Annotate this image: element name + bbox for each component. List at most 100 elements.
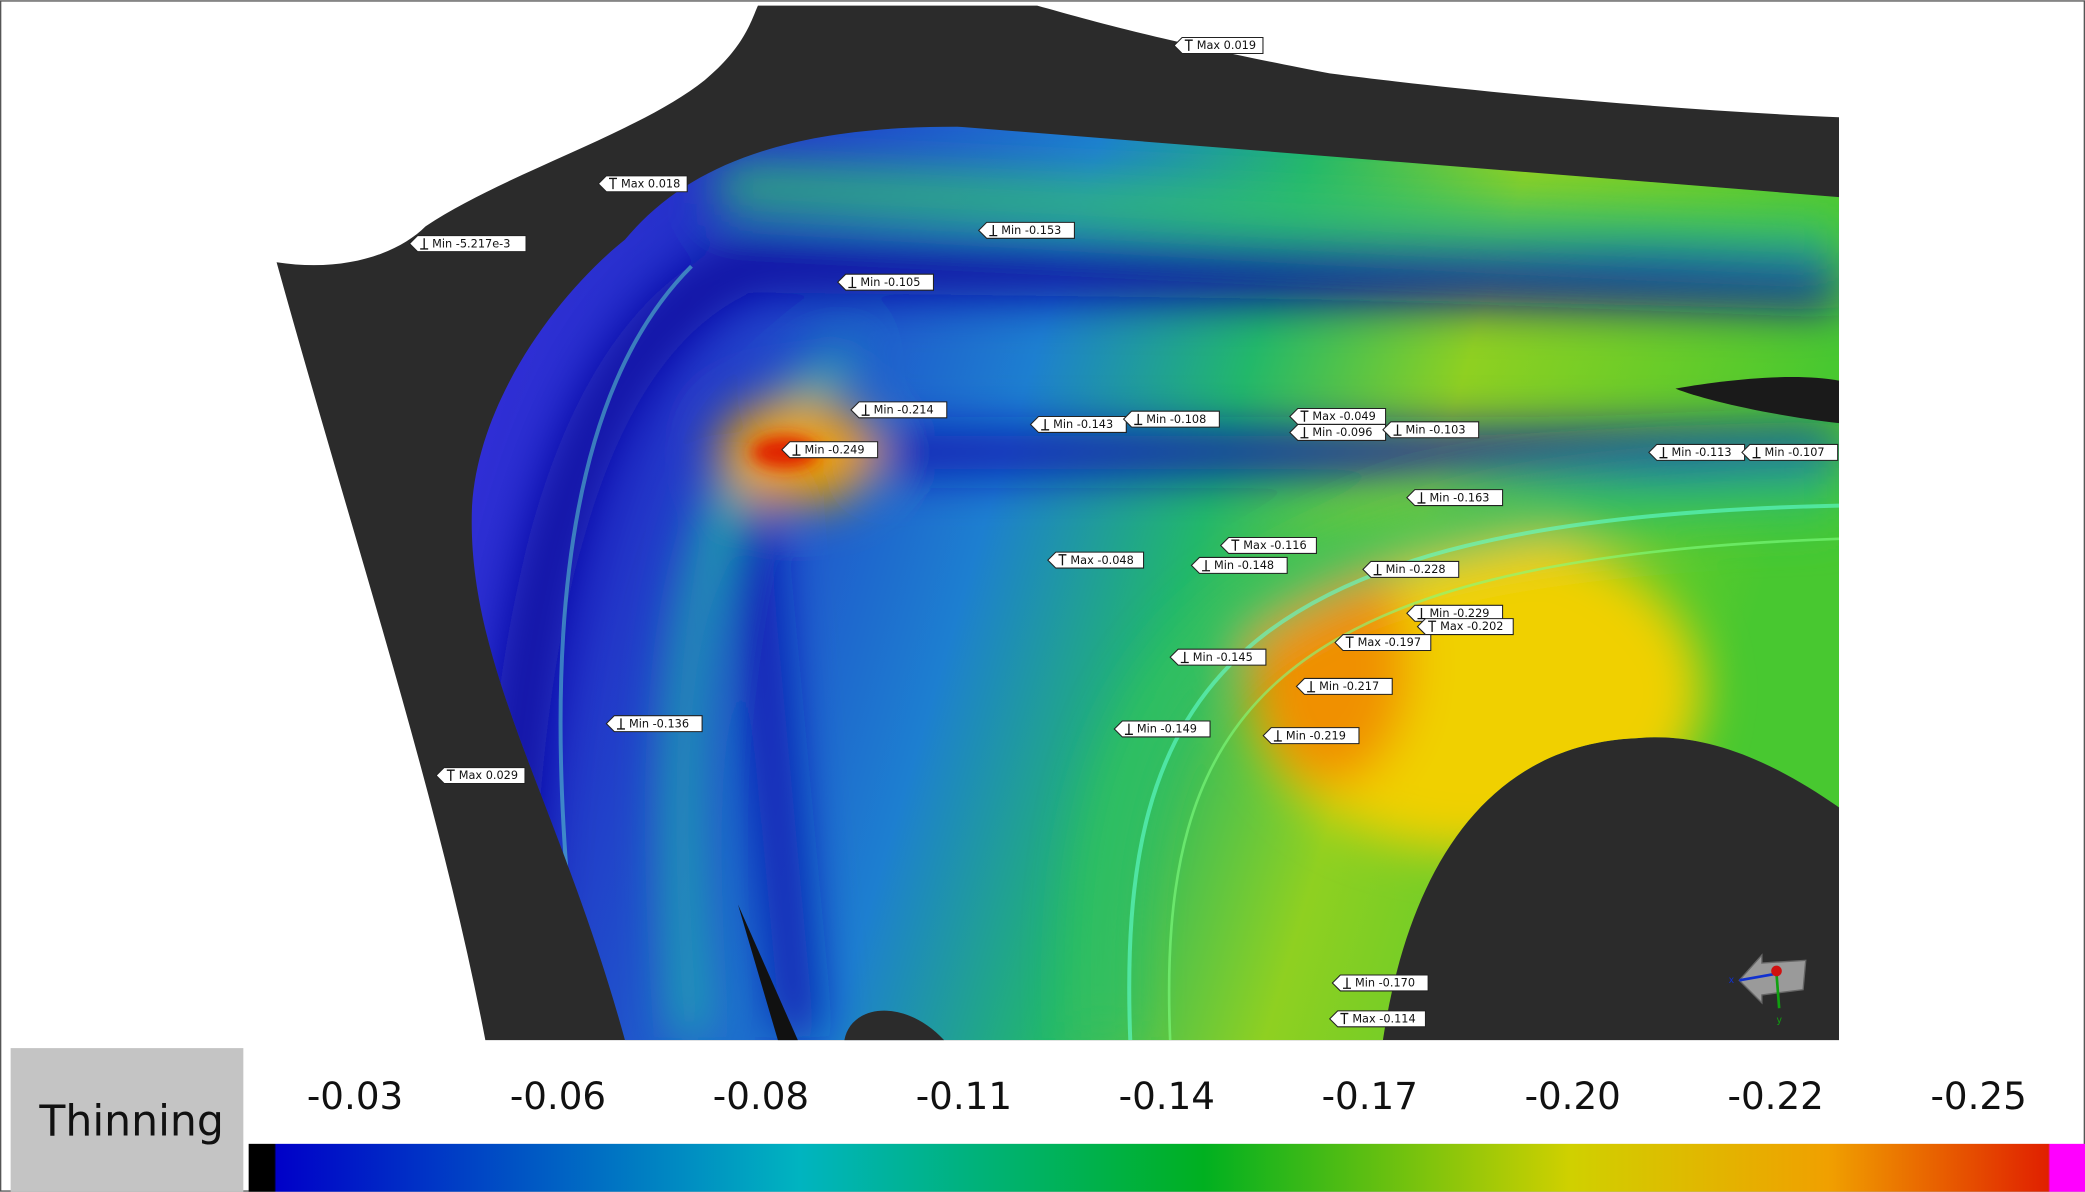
probe-tag bbox=[1406, 489, 1504, 507]
probe-tag bbox=[1219, 536, 1317, 554]
axis-triad: x y bbox=[1729, 953, 1807, 1026]
probe-text: Min -0.149 bbox=[1137, 723, 1197, 736]
probe-text: Min -0.105 bbox=[860, 276, 920, 289]
probe-tag bbox=[1362, 560, 1460, 578]
probe-label: Min -0.107 bbox=[1741, 443, 1839, 461]
probe-text: Max -0.116 bbox=[1243, 539, 1306, 552]
probe-text: Min -0.143 bbox=[1053, 418, 1113, 431]
probe-icon bbox=[1300, 410, 1309, 422]
probe-icon bbox=[848, 276, 857, 289]
legend-tick-label: -0.03 bbox=[307, 1074, 403, 1118]
probe-label: Min -0.217 bbox=[1295, 677, 1393, 695]
probe-icon bbox=[861, 404, 870, 416]
probe-icon bbox=[420, 238, 429, 250]
probe-text: Max -0.049 bbox=[1312, 410, 1375, 423]
probe-tag bbox=[1047, 551, 1145, 569]
probe-label: Max 0.018 bbox=[597, 175, 688, 193]
color-bar bbox=[248, 1143, 2085, 1192]
probe-label: Min -0.136 bbox=[605, 715, 703, 733]
probe-text: Max -0.197 bbox=[1358, 636, 1421, 649]
probe-tag bbox=[1328, 1010, 1426, 1028]
probe-label: Min -0.149 bbox=[1113, 720, 1211, 738]
probe-text: Min -0.163 bbox=[1429, 491, 1489, 504]
probe-icon bbox=[1058, 554, 1067, 566]
probe-label: Min -0.219 bbox=[1262, 727, 1360, 745]
probe-text: Min -5.217e-3 bbox=[432, 237, 510, 250]
probe-label: Min -0.148 bbox=[1190, 556, 1288, 574]
probe-icon bbox=[1345, 636, 1354, 648]
probe-text: Max -0.048 bbox=[1070, 554, 1133, 567]
probe-tag bbox=[408, 235, 527, 253]
legend-tick-label: -0.22 bbox=[1728, 1074, 1824, 1118]
probe-tag bbox=[977, 221, 1075, 239]
probe-text: Min -0.153 bbox=[1001, 224, 1061, 237]
probe-text: Min -0.136 bbox=[629, 717, 689, 730]
blank-slot bbox=[1675, 377, 1840, 424]
probe-icon bbox=[1124, 723, 1133, 735]
probe-tag bbox=[1122, 410, 1220, 428]
probe-icon bbox=[446, 769, 455, 781]
probe-icon bbox=[1273, 730, 1282, 742]
probe-tag bbox=[1169, 648, 1267, 666]
probe-text: Min -0.148 bbox=[1214, 559, 1274, 572]
probe-icon bbox=[1393, 424, 1402, 436]
probe-icon bbox=[616, 718, 625, 730]
probe-text: Min -0.214 bbox=[874, 404, 934, 417]
probe-icon bbox=[1180, 651, 1189, 664]
probe-label: Max -0.048 bbox=[1047, 551, 1145, 569]
probe-text: Min -0.229 bbox=[1429, 607, 1489, 620]
probe-label: Min -0.163 bbox=[1406, 489, 1504, 507]
probe-tag bbox=[850, 401, 948, 419]
legend-tick-label: -0.14 bbox=[1119, 1074, 1215, 1118]
probe-tag bbox=[1262, 727, 1360, 745]
probe-label: Max -0.202 bbox=[1416, 618, 1514, 636]
probe-text: Min -0.113 bbox=[1671, 446, 1731, 459]
probe-label: Max -0.114 bbox=[1328, 1010, 1426, 1028]
probe-icon bbox=[1417, 492, 1426, 504]
probe-text: Min -0.170 bbox=[1355, 977, 1415, 990]
legend-tick-label: -0.20 bbox=[1525, 1074, 1621, 1118]
probe-text: Max -0.114 bbox=[1352, 1013, 1415, 1026]
probe-label: Min -0.249 bbox=[781, 441, 879, 459]
probe-tag bbox=[1406, 604, 1504, 622]
probe-tag bbox=[1113, 720, 1211, 738]
probe-icon bbox=[609, 177, 617, 190]
probe-icon bbox=[1752, 447, 1761, 459]
probe-icon bbox=[1340, 1012, 1349, 1025]
probe-text: Min -0.219 bbox=[1286, 729, 1346, 742]
probe-text: Max 0.018 bbox=[621, 177, 680, 190]
probe-tag bbox=[836, 273, 934, 291]
probe-tag bbox=[1029, 415, 1127, 433]
probe-tag bbox=[1173, 36, 1264, 55]
probe-label: Min -0.229 bbox=[1406, 604, 1504, 622]
probe-icon bbox=[1184, 39, 1193, 51]
probe-tag bbox=[1334, 634, 1432, 652]
probe-icon bbox=[989, 225, 998, 237]
probe-icon bbox=[1343, 977, 1351, 989]
legend-tick-label: -0.25 bbox=[1930, 1074, 2026, 1118]
probe-text: Max 0.019 bbox=[1197, 39, 1256, 52]
probe-text: Min -0.107 bbox=[1765, 446, 1825, 459]
probe-icon bbox=[1041, 419, 1050, 431]
probe-icon bbox=[1202, 560, 1211, 572]
probe-label: Min -0.145 bbox=[1169, 648, 1267, 666]
probe-tag bbox=[1382, 421, 1480, 439]
probe-text: Min -0.228 bbox=[1386, 563, 1446, 576]
probe-icon bbox=[1231, 539, 1240, 551]
probe-label: Min -0.105 bbox=[836, 273, 934, 291]
probe-icon bbox=[792, 444, 801, 456]
legend-tick-label: -0.11 bbox=[916, 1074, 1012, 1118]
triad-y-label: y bbox=[1777, 1015, 1783, 1026]
legend-tick-label: -0.17 bbox=[1322, 1074, 1418, 1118]
probe-label: Max -0.197 bbox=[1334, 634, 1432, 652]
probe-label: Max -0.116 bbox=[1219, 536, 1317, 554]
probe-label: Min -0.228 bbox=[1362, 560, 1460, 578]
probe-icon bbox=[1373, 564, 1382, 576]
probe-label: Min -0.096 bbox=[1289, 423, 1387, 441]
probe-tag bbox=[605, 715, 703, 733]
probe-text: Min -0.145 bbox=[1193, 651, 1253, 664]
probe-tag bbox=[1190, 556, 1288, 574]
probe-tag bbox=[1295, 677, 1393, 695]
probe-tag bbox=[781, 441, 879, 459]
probe-tag bbox=[1331, 974, 1429, 992]
